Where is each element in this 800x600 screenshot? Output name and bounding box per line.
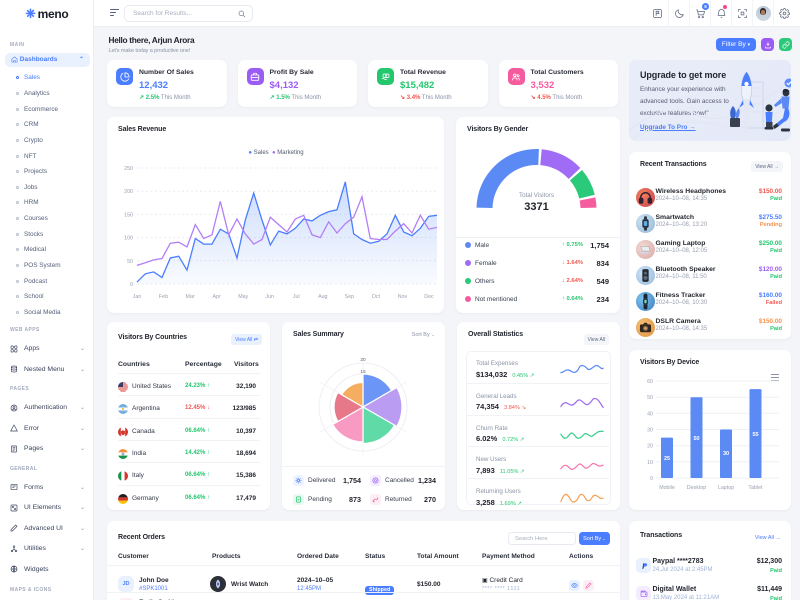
svg-text:200: 200 (124, 189, 133, 195)
svg-text:Desktop: Desktop (687, 485, 706, 491)
svg-text:100: 100 (124, 236, 133, 242)
svg-text:25: 25 (664, 456, 670, 462)
svg-text:150: 150 (124, 212, 133, 218)
svg-text:15: 15 (360, 369, 366, 375)
svg-text:50: 50 (127, 259, 133, 265)
svg-text:Apr: Apr (212, 294, 220, 300)
svg-text:Jun: Jun (265, 294, 274, 300)
svg-text:20: 20 (647, 444, 653, 450)
svg-text:250: 250 (124, 166, 133, 172)
svg-text:30: 30 (647, 428, 653, 434)
svg-text:Laptop: Laptop (718, 485, 734, 491)
svg-text:Dec: Dec (424, 294, 434, 300)
svg-text:50: 50 (647, 395, 653, 401)
svg-text:0: 0 (650, 476, 653, 482)
svg-text:Aug: Aug (318, 294, 327, 300)
svg-text:60: 60 (647, 379, 653, 385)
svg-text:10: 10 (647, 460, 653, 466)
svg-text:Sep: Sep (345, 294, 354, 300)
svg-text:Feb: Feb (159, 294, 168, 300)
svg-text:20: 20 (360, 357, 366, 363)
svg-text:Mar: Mar (186, 294, 195, 300)
svg-text:May: May (238, 294, 248, 300)
svg-text:40: 40 (647, 411, 653, 417)
svg-text:55: 55 (752, 432, 758, 438)
svg-text:Nov: Nov (398, 294, 408, 300)
svg-text:30: 30 (723, 451, 729, 457)
svg-text:Jan: Jan (133, 294, 142, 300)
svg-text:50: 50 (693, 436, 699, 442)
svg-text:Jul: Jul (293, 294, 300, 300)
svg-text:Mobile: Mobile (659, 485, 675, 491)
svg-text:Tablet: Tablet (748, 485, 763, 491)
svg-text:0: 0 (130, 282, 133, 288)
svg-text:Oct: Oct (372, 294, 381, 300)
